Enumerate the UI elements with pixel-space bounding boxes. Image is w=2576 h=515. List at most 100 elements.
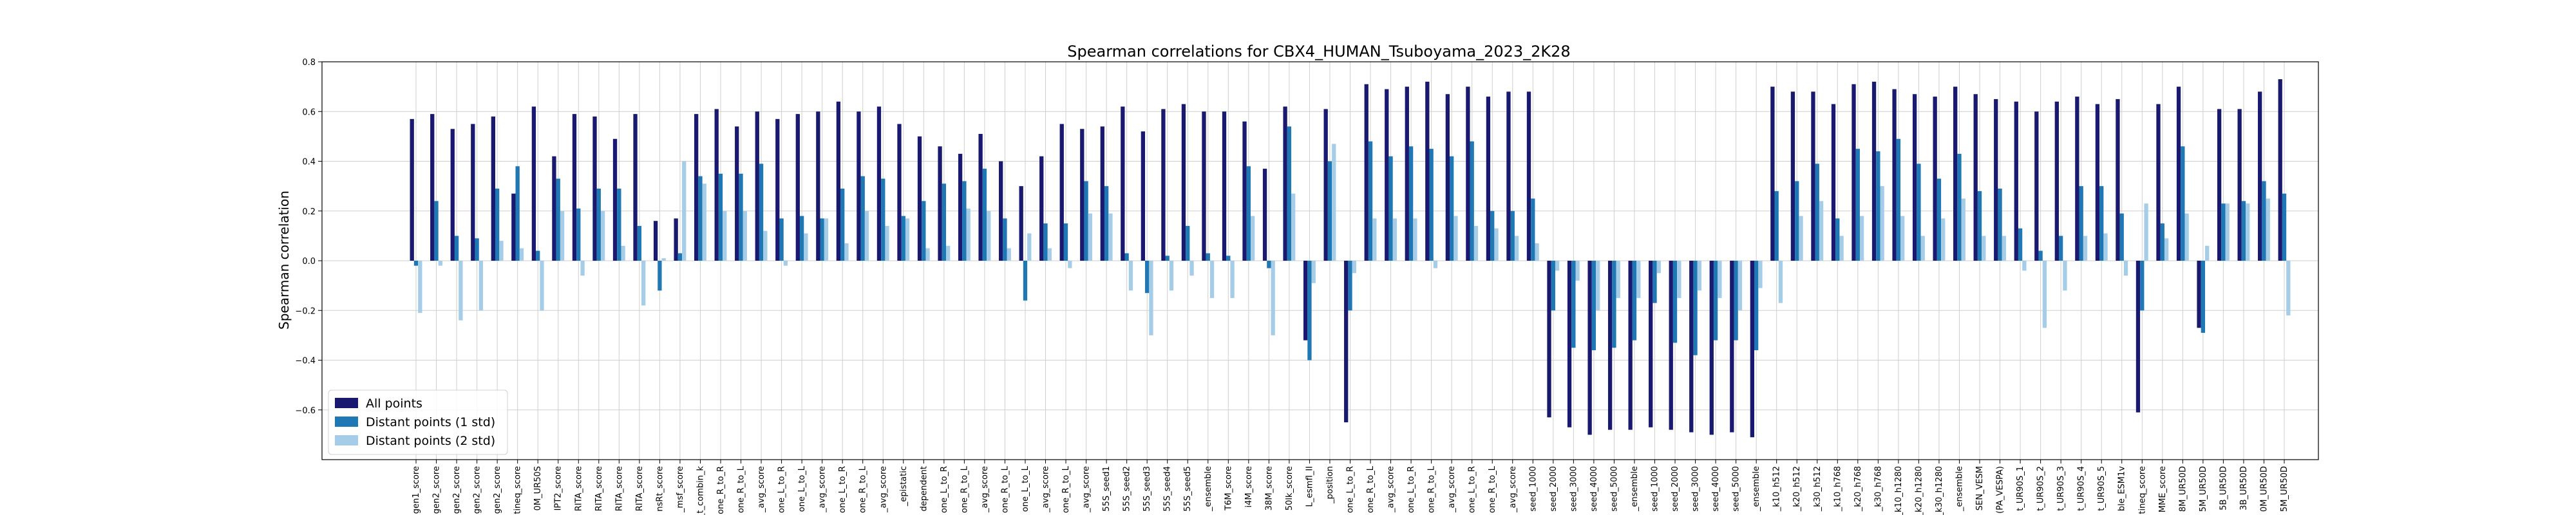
bar	[1043, 223, 1048, 261]
bar	[804, 233, 808, 261]
x-tick-label: one_L_to_R	[1346, 466, 1356, 513]
bar	[2119, 213, 2124, 261]
bar	[633, 114, 638, 261]
x-tick-label: one_R_to_R	[716, 466, 726, 514]
bar	[1591, 261, 1596, 351]
x-tick-label: 5B_UR50D	[2219, 466, 2228, 510]
bar	[1454, 216, 1458, 261]
x-tick-label: nsRt_score	[655, 466, 665, 512]
bar	[1311, 261, 1316, 283]
bar	[1510, 211, 1515, 261]
x-tick-label: seed_5000	[1732, 466, 1741, 512]
x-tick-label: L_esmfl_II	[1305, 466, 1314, 507]
bar	[1977, 191, 1982, 261]
bar	[1368, 141, 1373, 261]
bar	[982, 169, 987, 261]
x-tick-label: _avg_score	[1387, 466, 1396, 513]
x-tick-label: t_UR90S_3	[2056, 466, 2066, 511]
bar	[1514, 236, 1519, 261]
bar	[1303, 261, 1308, 341]
bar	[783, 261, 788, 266]
bar	[1957, 153, 1962, 261]
bar	[779, 218, 784, 261]
bar	[2217, 109, 2222, 261]
x-tick-label: _k20_h1280	[1914, 466, 1924, 515]
bar	[987, 211, 991, 261]
x-tick-label: _ensemble	[1752, 466, 1761, 512]
bar	[1718, 261, 1722, 298]
x-tick-label: seed_4000	[1711, 466, 1721, 512]
bar	[1859, 216, 1864, 261]
bar	[1730, 261, 1734, 433]
bar	[820, 218, 824, 261]
x-tick-label: _ensemble	[1955, 466, 1964, 512]
y-tick-label: 0.6	[302, 108, 316, 117]
bar	[410, 118, 414, 261]
bar	[519, 248, 524, 261]
bar	[495, 188, 500, 261]
bar	[2160, 223, 2164, 261]
bar	[1262, 169, 1267, 261]
bar	[905, 218, 910, 261]
bar	[596, 188, 601, 261]
bar	[1327, 161, 1332, 261]
legend-swatch	[335, 435, 358, 445]
bar	[1831, 104, 1836, 261]
bar	[2201, 261, 2206, 333]
x-tick-label: t_UR90S_1	[2016, 466, 2025, 511]
x-tick-label: RITA_score	[594, 466, 604, 511]
x-tick-label: seed_3000	[1569, 466, 1578, 512]
bar	[430, 114, 435, 261]
bar	[2083, 236, 2088, 261]
x-tick-label: _k20_h768	[1853, 466, 1863, 512]
x-tick-label: _avg_score	[1508, 466, 1518, 513]
x-tick-label: IPT2_score	[554, 466, 564, 510]
x-tick-label: one_R_to_L	[1366, 465, 1376, 513]
bar	[1242, 121, 1247, 261]
x-tick-label: _avg_score	[757, 466, 766, 513]
x-tick-label: seed_5000	[1609, 466, 1619, 512]
bar	[1758, 261, 1763, 288]
bar	[1246, 166, 1251, 261]
bar	[1738, 261, 1743, 311]
bar	[1108, 213, 1113, 261]
bar	[2034, 111, 2039, 261]
bar	[2099, 186, 2104, 261]
x-tick-label: ble_ESM1v	[2117, 466, 2127, 511]
bar	[552, 156, 556, 261]
x-tick-label: seed_2000	[1671, 466, 1680, 512]
bar	[1937, 178, 1942, 261]
x-tick-label: _k20_h512	[1792, 466, 1802, 512]
bar	[2022, 261, 2027, 271]
bar	[1855, 149, 1860, 261]
bar	[2278, 79, 2282, 261]
bar	[1900, 216, 1905, 261]
bar	[556, 178, 560, 261]
x-tick-label: SEN_VESM	[1975, 466, 1985, 510]
bar	[1790, 91, 1795, 261]
x-tick-label: 55S_seed1	[1102, 466, 1112, 512]
bar	[2266, 198, 2270, 261]
legend-entry: Distant points (1 std)	[366, 415, 495, 429]
bar	[1084, 181, 1088, 261]
bar	[1852, 84, 1856, 261]
bar	[2144, 203, 2148, 261]
bar	[621, 245, 625, 261]
bar	[1473, 225, 1479, 261]
bar	[1392, 218, 1397, 261]
x-tick-label: _t_combin_k	[696, 466, 705, 515]
bar	[2116, 98, 2120, 261]
bar	[1669, 261, 1673, 430]
x-tick-label: seed_4000	[1589, 466, 1599, 512]
x-tick-label: RITA_score	[635, 466, 645, 511]
bar	[1961, 198, 1965, 261]
bar	[1616, 261, 1620, 298]
bar	[2140, 261, 2145, 311]
x-tick-label: RITA_score	[614, 466, 624, 511]
bar	[1547, 261, 1551, 418]
bar	[1575, 261, 1580, 281]
bar	[1982, 236, 1986, 261]
bar	[1149, 261, 1153, 335]
bar	[1880, 186, 1884, 261]
